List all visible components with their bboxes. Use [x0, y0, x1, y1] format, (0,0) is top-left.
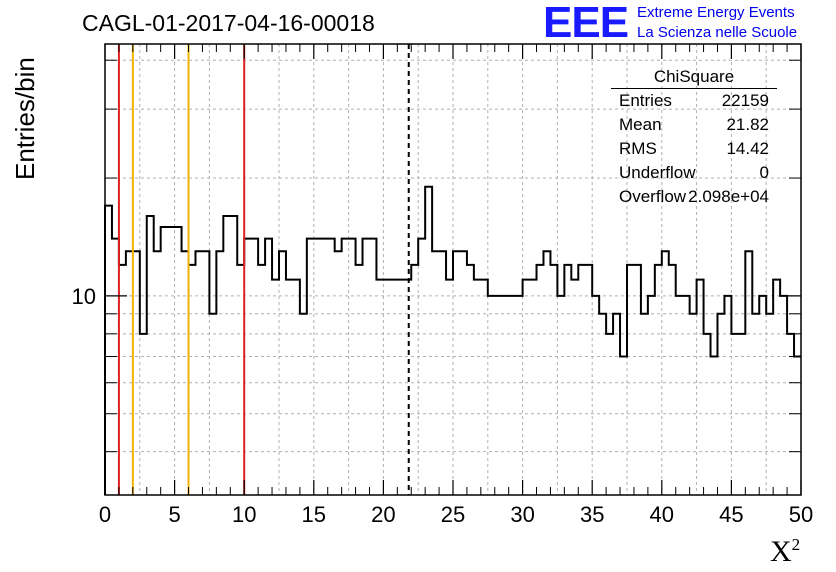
stats-key: RMS	[619, 139, 657, 158]
stats-key: Overflow	[619, 187, 687, 206]
grid-lines	[105, 44, 801, 495]
y-tick-label: 10	[72, 284, 96, 309]
stats-value: 22159	[721, 91, 769, 110]
eee-logo: EEE	[543, 0, 629, 47]
stats-value: 2.098e+04	[688, 187, 769, 206]
y-axis: 10	[72, 59, 801, 453]
stats-box: ChiSquare Entries 22159 Mean 21.82 RMS 14.4…	[611, 66, 777, 209]
x-tick-label: 25	[441, 502, 465, 527]
x-axis: 0 5 10 15 20 25 30 35 40 45 50	[99, 44, 813, 527]
histogram-line	[104, 185, 801, 495]
x-axis-label-superscript: 2	[791, 535, 801, 554]
stats-key: Entries	[619, 91, 672, 110]
histogram	[104, 185, 801, 495]
stats-row: Entries 22159	[611, 89, 777, 113]
stats-row: Overflow 2.098e+04	[611, 185, 777, 209]
logo-line-2: La Scienza nelle Scuole	[637, 24, 798, 41]
y-axis-label: Entries/bin	[10, 57, 40, 180]
stats-key: Mean	[619, 115, 662, 134]
x-tick-label: 15	[302, 502, 326, 527]
x-tick-label: 30	[510, 502, 534, 527]
stats-value: 0	[759, 163, 769, 182]
x-tick-label: 5	[168, 502, 180, 527]
stats-row: Underflow 0	[611, 161, 777, 185]
x-tick-label: 0	[99, 502, 111, 527]
x-tick-label: 35	[580, 502, 604, 527]
marker-lines	[117, 44, 410, 495]
x-tick-label: 50	[789, 502, 813, 527]
stats-row: Mean 21.82	[611, 113, 777, 137]
stats-title: ChiSquare	[611, 66, 777, 89]
logo-line-1: Extreme Energy Events	[637, 4, 795, 21]
x-axis-label-text: X	[770, 535, 792, 568]
x-tick-label: 45	[719, 502, 743, 527]
stats-value: 14.42	[726, 139, 769, 158]
stats-value: 21.82	[726, 115, 769, 134]
x-tick-label: 20	[371, 502, 395, 527]
x-axis-label: X2	[770, 535, 800, 569]
x-tick-label: 40	[650, 502, 674, 527]
stats-row: RMS 14.42	[611, 137, 777, 161]
stats-key: Underflow	[619, 163, 696, 182]
chart-title: CAGL-01-2017-04-16-00018	[82, 10, 375, 36]
x-tick-label: 10	[232, 502, 256, 527]
